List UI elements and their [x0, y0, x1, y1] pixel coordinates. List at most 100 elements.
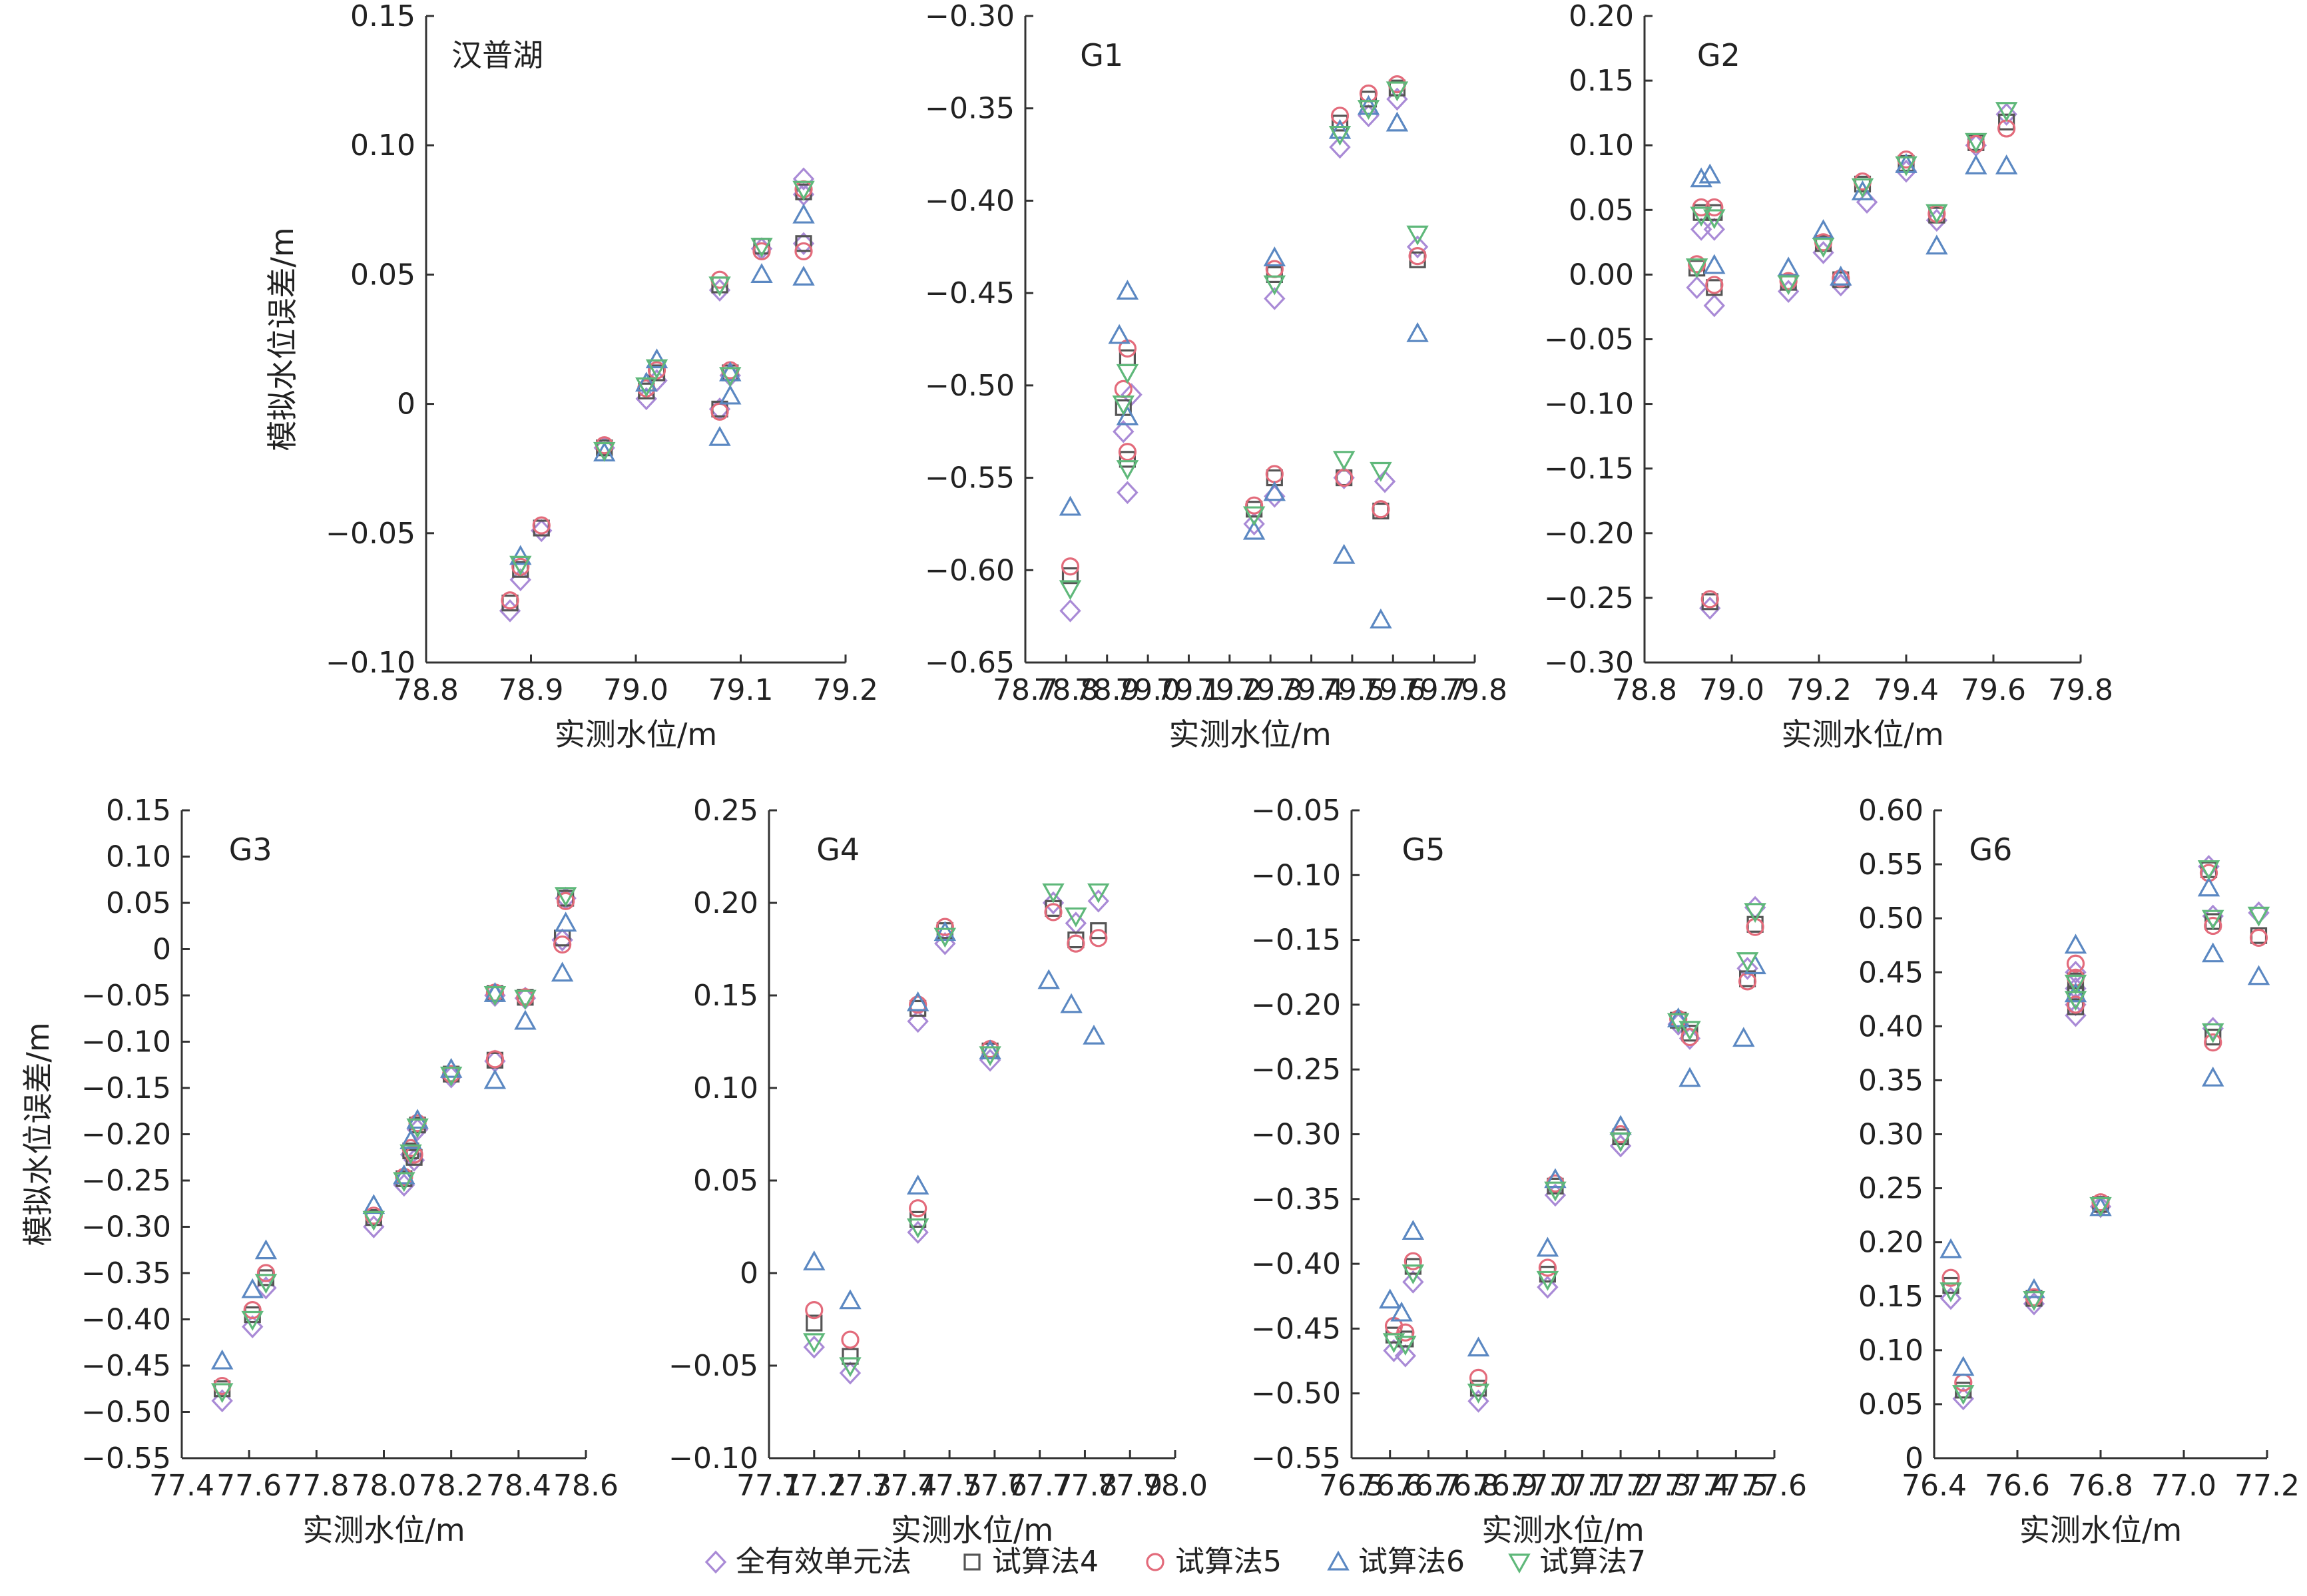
data-point [1265, 260, 1284, 278]
data-point [1042, 883, 1065, 904]
y-tick-label: −0.55 [925, 461, 1015, 495]
data-point [933, 928, 957, 948]
series-试算法5 [213, 892, 575, 1396]
data-point [792, 180, 815, 201]
chart-panel-2: 78.778.878.979.079.179.279.379.479.579.6… [925, 0, 1507, 752]
data-point [803, 1335, 825, 1359]
chart-panel-7: 76.4 76.6 76.8 77.0 77.2 0 0.05 0.10 0.15 0.20 0.2… [1858, 794, 2300, 1548]
data-point [1408, 247, 1427, 266]
data-point [1059, 495, 1082, 516]
data-point [933, 921, 957, 941]
y-tick-label: −0.65 [925, 646, 1015, 680]
legend-label: 试算法7 [1539, 1545, 1646, 1579]
data-point [1042, 891, 1065, 915]
data-point [406, 1118, 429, 1139]
y-tick-label: −0.35 [1251, 1183, 1341, 1216]
x-tick-label: 77.2 [1588, 1469, 1653, 1503]
y-tick-label: 0.60 [1858, 794, 1923, 828]
data-point [393, 1164, 415, 1185]
y-tick-label: −0.55 [81, 1442, 171, 1475]
y-tick-label: −0.05 [1251, 794, 1341, 828]
data-point [1830, 266, 1852, 286]
legend-marker [963, 1553, 981, 1571]
data-point [792, 232, 815, 256]
y-tick-label: −0.05 [81, 979, 171, 1013]
x-tick-label: 77.3 [1627, 1469, 1692, 1503]
series-试算法7 [803, 883, 1110, 1378]
y-tick-label: 0.40 [1858, 1009, 1923, 1043]
x-tick-label: 76.4 [1902, 1469, 1967, 1503]
data-point [907, 1009, 929, 1033]
y-tick-label: 0 [152, 933, 171, 967]
data-point [1394, 1336, 1417, 1356]
chart-panel-4: 77.4 77.6 77.8 78.0 78.2 78.4 78.6 −0.55 −0.50 −0… [20, 794, 619, 1548]
data-point [645, 359, 668, 380]
data-point [1777, 275, 1800, 296]
y-tick-label: −0.10 [326, 646, 415, 680]
data-point [906, 991, 929, 1011]
y-tick-label: 0.20 [1858, 1226, 1923, 1260]
data-point [2089, 1197, 2112, 1217]
data-point [1374, 469, 1396, 493]
legend-marker [704, 1550, 727, 1574]
data-point [2197, 876, 2220, 897]
y-tick-label: −0.30 [81, 1210, 171, 1244]
y-tick-label: 0.05 [693, 1164, 758, 1198]
x-tick-label: 77.6 [1742, 1469, 1807, 1503]
data-point [2249, 928, 2268, 947]
y-tick-label: −0.45 [925, 276, 1015, 310]
data-point [2199, 864, 2218, 882]
x-tick-label: 77.2 [782, 1469, 847, 1503]
data-point [1328, 119, 1352, 139]
data-point [1666, 1007, 1690, 1027]
y-tick-label: −0.45 [81, 1349, 171, 1383]
y-tick-label: −0.40 [1251, 1247, 1341, 1281]
data-point [635, 377, 658, 398]
data-point [1087, 883, 1110, 904]
x-tick-label: 77.0 [2151, 1469, 2216, 1503]
data-point [501, 591, 519, 610]
series-试算法4 [214, 890, 575, 1398]
series-试算法4 [1942, 861, 2268, 1399]
data-point [909, 995, 927, 1014]
x-tick-label: 77.8 [284, 1469, 349, 1503]
data-point [1732, 1027, 1755, 1047]
data-point [1544, 1183, 1567, 1207]
data-point [210, 1383, 234, 1404]
y-tick-label: 0.50 [1858, 902, 1923, 935]
x-axis-title: 实测水位/m [302, 1512, 465, 1548]
legend: 全有效单元法 试算法4 试算法5 试算法6 试算法7 [704, 1545, 1646, 1579]
data-point [2204, 1033, 2222, 1052]
data-point [1266, 266, 1283, 283]
data-point [1939, 1286, 1962, 1310]
data-point [1370, 608, 1392, 629]
y-tick-label: 0.30 [1858, 1118, 1923, 1152]
x-axis-title: 实测水位/m [1781, 716, 1943, 752]
data-point [1680, 1027, 1699, 1047]
panel-title: G2 [1697, 37, 1740, 73]
x-tick-label: 77.5 [917, 1469, 982, 1503]
data-point [792, 266, 815, 286]
series-全有效单元法 [499, 167, 815, 623]
data-point [909, 1199, 927, 1218]
data-point [1370, 461, 1392, 482]
data-point [2023, 1291, 2045, 1311]
data-point [554, 912, 577, 932]
data-point [557, 892, 575, 910]
x-tick-label: 76.6 [1985, 1469, 2050, 1503]
data-point [1537, 1275, 1559, 1299]
y-tick-label: −0.20 [81, 1118, 171, 1152]
data-point [1061, 557, 1080, 576]
y-tick-label: 0.15 [693, 979, 758, 1013]
data-point [254, 1239, 278, 1260]
x-tick-label: 77.1 [1549, 1469, 1615, 1503]
data-point [1744, 903, 1766, 924]
data-point [1116, 405, 1139, 425]
data-point [1851, 178, 1874, 198]
data-point [1083, 1024, 1105, 1045]
data-point [1386, 111, 1409, 132]
data-point [1263, 481, 1286, 501]
y-tick-label: −0.50 [925, 369, 1015, 403]
data-point [1332, 543, 1356, 564]
y-tick-label: −0.05 [668, 1349, 758, 1383]
